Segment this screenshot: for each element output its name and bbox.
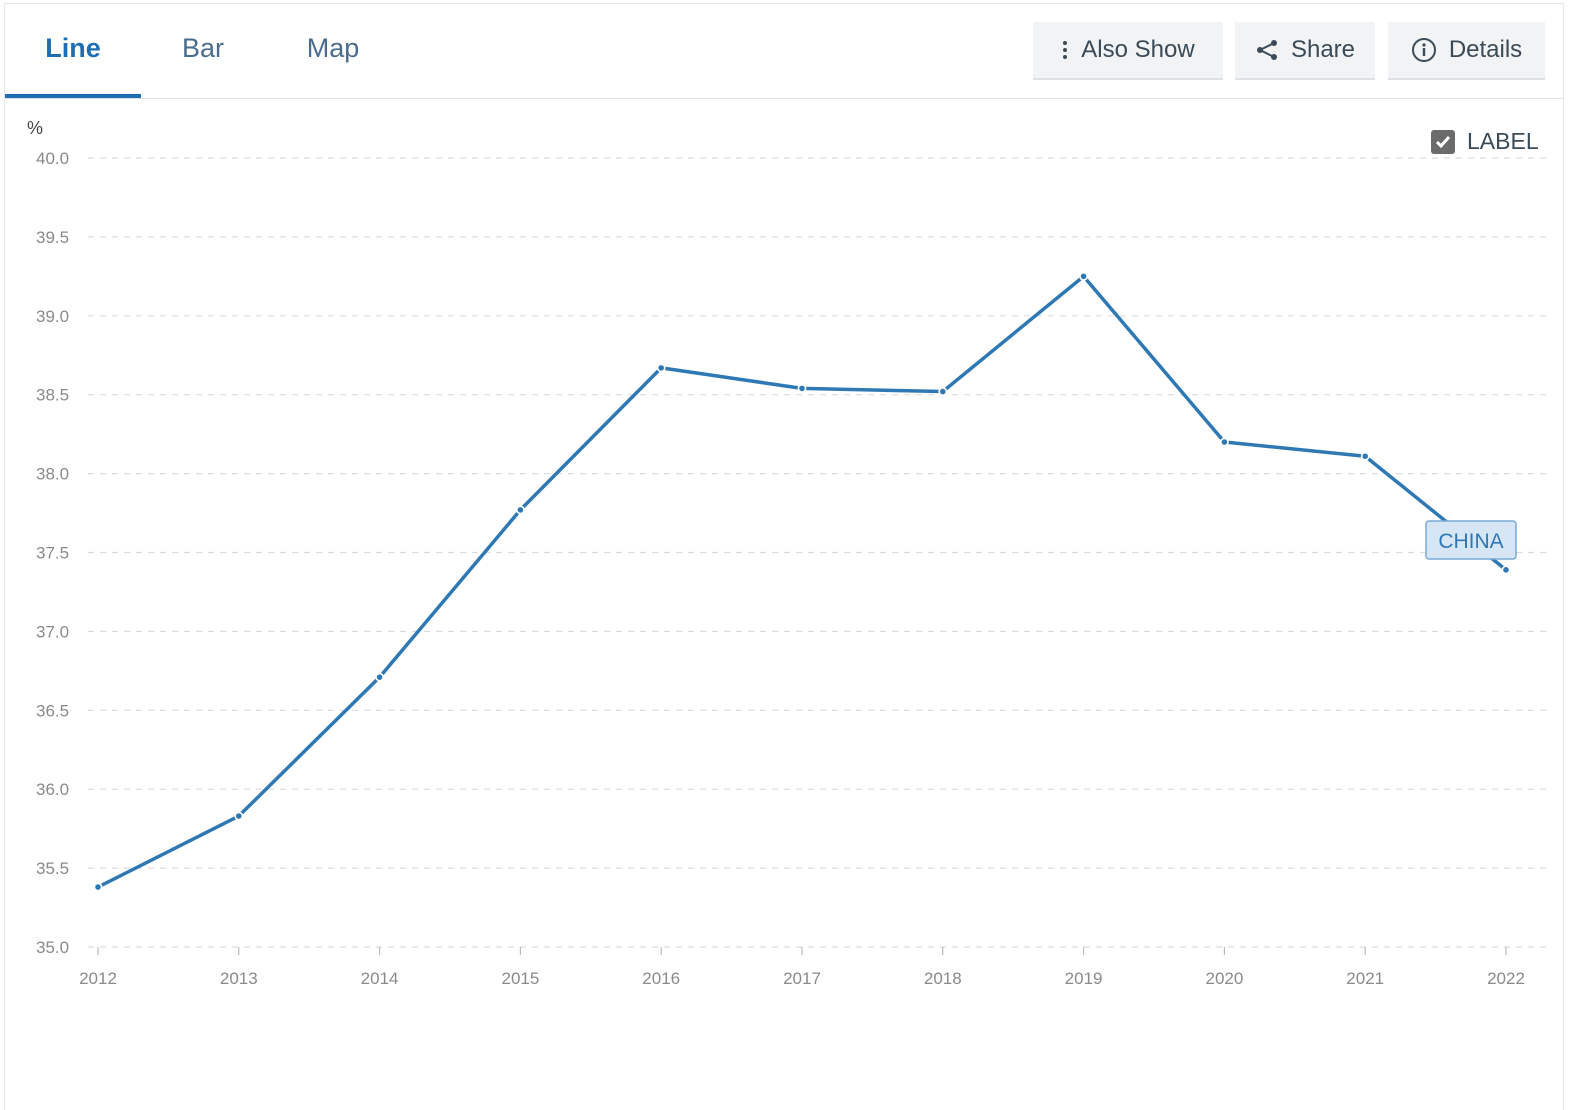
y-tick-label: 38.5 bbox=[36, 386, 69, 405]
tab-line[interactable]: Line bbox=[5, 4, 141, 98]
series-china: CHINA bbox=[93, 271, 1517, 892]
y-tick-label: 36.5 bbox=[36, 701, 69, 720]
y-tick-label: 37.0 bbox=[36, 622, 69, 641]
x-axis: 2012 2013 2014 2015 2016 2017 2018 2019 2020 2021… bbox=[79, 947, 1525, 988]
y-tick-label: 40.0 bbox=[36, 149, 69, 168]
details-button[interactable]: Details bbox=[1388, 22, 1545, 80]
share-button[interactable]: Share bbox=[1235, 22, 1375, 80]
checkmark-icon bbox=[1435, 135, 1451, 148]
x-tick-label: 2015 bbox=[501, 969, 539, 988]
label-checkbox[interactable] bbox=[1431, 129, 1455, 154]
y-tick-label: 36.0 bbox=[36, 780, 69, 799]
x-tick-label: 2019 bbox=[1065, 969, 1103, 988]
series-label: CHINA bbox=[1425, 520, 1517, 560]
y-axis-unit: % bbox=[27, 118, 43, 138]
x-tick-label: 2021 bbox=[1346, 969, 1384, 988]
x-tick-label: 2018 bbox=[924, 969, 962, 988]
x-tick-label: 2022 bbox=[1487, 969, 1525, 988]
also-show-button[interactable]: Also Show bbox=[1033, 22, 1223, 80]
x-tick-label: 2012 bbox=[79, 969, 117, 988]
label-toggle[interactable]: LABEL bbox=[1431, 128, 1539, 155]
y-tick-label: 39.5 bbox=[36, 228, 69, 247]
x-tick-label: 2020 bbox=[1205, 969, 1243, 988]
data-point[interactable] bbox=[375, 672, 384, 682]
vertical-dots-icon bbox=[1061, 40, 1069, 60]
data-point[interactable] bbox=[1079, 271, 1088, 281]
tab-map[interactable]: Map bbox=[306, 33, 360, 63]
data-point[interactable] bbox=[1501, 565, 1511, 575]
y-tick-label: 35.5 bbox=[36, 859, 69, 878]
y-tick-label: 37.5 bbox=[36, 544, 69, 563]
data-point[interactable] bbox=[234, 811, 244, 821]
x-tick-label: 2013 bbox=[220, 969, 258, 988]
y-tick-label: 35.0 bbox=[36, 938, 69, 957]
x-tick-label: 2014 bbox=[361, 969, 399, 988]
y-axis: % 35.0 35.5 36.0 36.5 37.0 37.5 38.0 38.5 39.0 39.… bbox=[27, 118, 69, 957]
data-point[interactable] bbox=[797, 383, 807, 393]
data-point[interactable] bbox=[938, 387, 948, 396]
data-point[interactable] bbox=[516, 505, 525, 515]
y-tick-label: 39.0 bbox=[36, 307, 69, 326]
details-label: Details bbox=[1448, 36, 1523, 63]
chart-panel: Line Bar Map Also Show Share bbox=[4, 3, 1564, 1110]
data-point[interactable] bbox=[93, 882, 103, 892]
data-point[interactable] bbox=[1360, 451, 1370, 461]
also-show-label: Also Show bbox=[1081, 36, 1195, 63]
data-point[interactable] bbox=[656, 363, 666, 373]
grid-lines bbox=[88, 157, 1548, 948]
data-point[interactable] bbox=[1220, 437, 1229, 447]
x-tick-label: 2016 bbox=[642, 969, 680, 988]
chart-header: Line Bar Map Also Show Share bbox=[5, 4, 1563, 99]
series-label-text: CHINA bbox=[1438, 530, 1503, 553]
y-tick-label: 38.0 bbox=[36, 465, 69, 484]
info-icon bbox=[1411, 37, 1437, 63]
label-toggle-text: LABEL bbox=[1467, 128, 1539, 154]
x-tick-label: 2017 bbox=[783, 969, 821, 988]
tab-bar[interactable]: Bar bbox=[181, 33, 225, 63]
series-line bbox=[97, 274, 1508, 889]
share-label: Share bbox=[1290, 36, 1356, 63]
share-icon bbox=[1255, 38, 1279, 62]
